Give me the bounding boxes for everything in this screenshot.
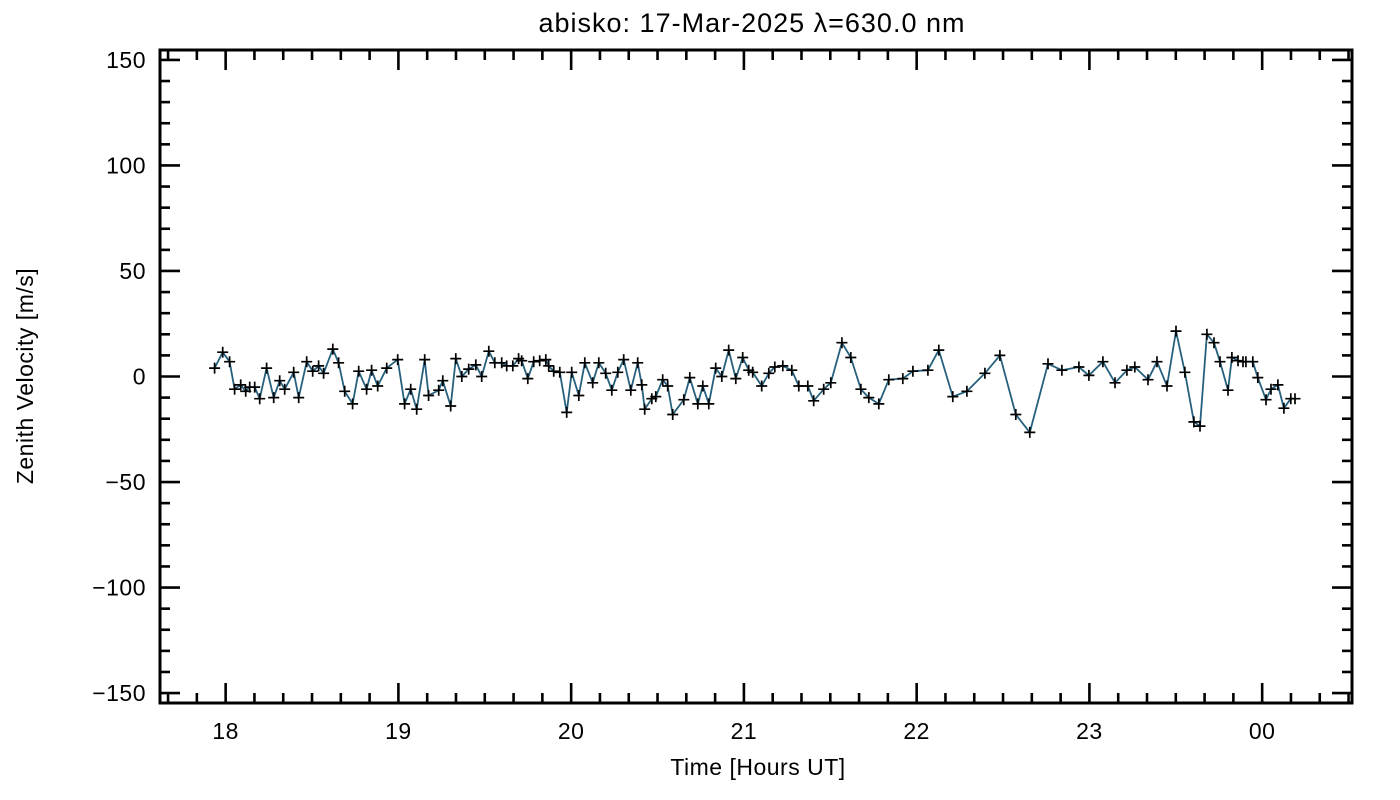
y-axis-tick-label: 150 — [106, 47, 146, 73]
series-line — [213, 330, 1295, 434]
y-axis-title: Zenith Velocity [m/s] — [12, 268, 38, 484]
axis-ticks — [160, 50, 1352, 703]
y-axis-tick-label: −100 — [92, 575, 146, 601]
tick-labels: 18 19 20 21 22 23 00 −150 −100 −50 0 50 100 150 — [92, 47, 1275, 744]
plot-frame — [158, 48, 1354, 705]
y-axis-tick-label: −150 — [92, 680, 146, 706]
data-point-markers — [209, 325, 1301, 438]
y-axis-tick-label: 0 — [133, 364, 146, 390]
x-axis-tick-label: 23 — [1076, 718, 1103, 744]
x-axis-tick-label: 20 — [558, 718, 585, 744]
x-axis-title: Time [Hours UT] — [670, 754, 845, 780]
x-axis-tick-label: 00 — [1249, 718, 1276, 744]
y-axis-tick-label: −50 — [105, 469, 146, 495]
y-axis-tick-label: 50 — [119, 258, 146, 284]
chart-title: abisko: 17-Mar-2025 λ=630.0 nm — [539, 8, 966, 38]
x-axis-tick-label: 21 — [731, 718, 758, 744]
x-axis-tick-label: 19 — [385, 718, 412, 744]
x-axis-tick-label: 22 — [903, 718, 930, 744]
data-series — [209, 325, 1301, 438]
x-axis-tick-label: 18 — [212, 718, 239, 744]
y-axis-tick-label: 100 — [106, 152, 146, 178]
